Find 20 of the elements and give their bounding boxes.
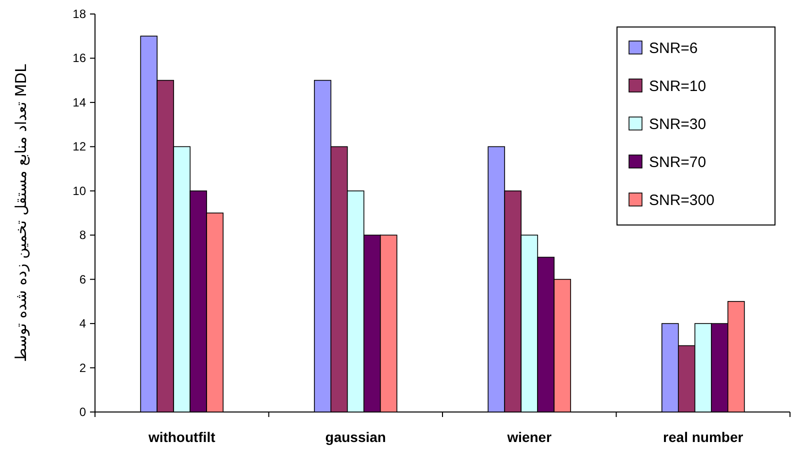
y-tick-label: 4: [79, 316, 86, 331]
y-axis-title: تعداد منابع مستقل تخمین زده شده توسط MDL: [12, 63, 30, 362]
legend-label: SNR=300: [649, 192, 714, 209]
y-tick-label: 8: [79, 228, 86, 242]
x-tick-label: wiener: [506, 429, 552, 445]
y-tick-label: 6: [79, 272, 86, 286]
y-tick-label: 12: [72, 140, 86, 154]
y-tick-label: 2: [79, 360, 86, 375]
legend-label: SNR=70: [649, 154, 706, 171]
x-tick-label: withoutfilt: [147, 429, 216, 445]
x-tick-label: real number: [663, 429, 744, 445]
legend-label: SNR=30: [649, 116, 706, 133]
y-tick-label: 14: [72, 95, 86, 110]
legend-label: SNR=6: [649, 40, 698, 57]
legend-label: SNR=10: [649, 78, 706, 95]
y-tick-label: 16: [72, 51, 86, 66]
x-tick-label: gaussian: [325, 429, 386, 445]
y-tick-label: 0: [79, 405, 86, 419]
y-tick-label: 18: [72, 7, 86, 21]
y-tick-label: 10: [72, 184, 86, 198]
